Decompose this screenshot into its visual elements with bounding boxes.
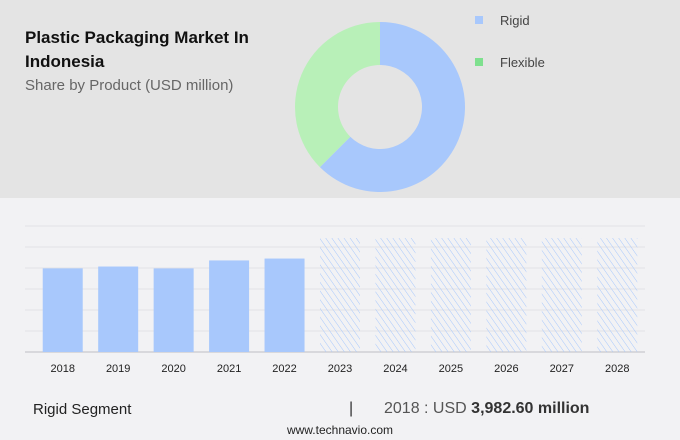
source-link[interactable]: www.technavio.com	[286, 423, 394, 437]
forecast-bar-2024	[375, 238, 416, 352]
x-tick-label: 2022	[272, 363, 296, 375]
forecast-bar-2023	[320, 238, 360, 352]
forecast-bar-2027	[541, 238, 582, 352]
x-tick-label: 2018	[50, 363, 74, 375]
x-tick-label: 2027	[550, 363, 574, 375]
x-tick-label: 2019	[106, 363, 130, 375]
forecast-bar-2028	[597, 238, 638, 352]
x-tick-label: 2028	[605, 363, 629, 375]
legend-label-rigid: Rigid	[500, 13, 530, 28]
x-tick-label: 2021	[217, 363, 241, 375]
segment-label: Rigid Segment	[33, 401, 132, 418]
bar-2022	[264, 258, 305, 352]
legend-label-flexible: Flexible	[500, 55, 545, 70]
forecast-bar-2025	[430, 238, 471, 352]
chart-subtitle: Share by Product (USD million)	[25, 77, 234, 94]
value-amount: 3,982.60 million	[471, 400, 590, 417]
donut-slice-flexible	[294, 22, 380, 168]
x-tick-label: 2023	[328, 363, 352, 375]
bar-2018	[42, 268, 83, 352]
bar-2020	[153, 268, 194, 352]
x-tick-label: 2024	[383, 363, 407, 375]
chart-title: Plastic Packaging Market In Indonesia	[25, 28, 249, 71]
legend-swatch-rigid	[475, 16, 483, 24]
separator: |	[349, 400, 354, 417]
x-tick-label: 2026	[494, 363, 518, 375]
year-label: 2018 : USD	[384, 400, 467, 417]
segment-value: 2018 : USD 3,982.60 million	[384, 400, 589, 418]
x-tick-label: 2020	[161, 363, 185, 375]
x-tick-label: 2025	[439, 363, 463, 375]
forecast-bar-2026	[486, 238, 527, 352]
bar-2021	[209, 260, 250, 352]
bar-2019	[98, 266, 139, 352]
donut-slice-rigid	[319, 22, 465, 192]
legend-swatch-flexible	[475, 58, 483, 66]
